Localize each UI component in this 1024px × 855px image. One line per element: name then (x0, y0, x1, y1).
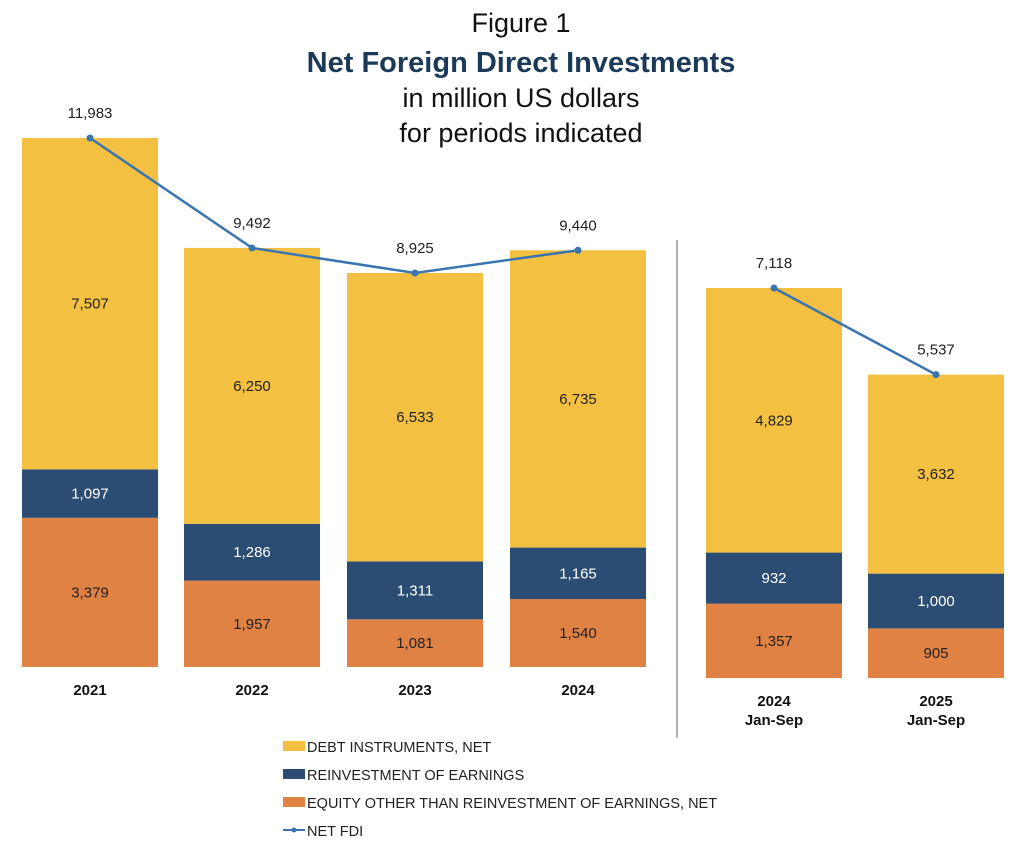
segment-label: 1,000 (917, 593, 955, 610)
bar-segment (868, 573, 1004, 629)
net-fdi-point (574, 246, 582, 254)
net-fdi-label: 11,983 (68, 105, 113, 122)
bar-segment (184, 523, 320, 581)
chart-subtitle: Net Foreign Direct Investments (307, 47, 736, 79)
bar-segment (868, 374, 1004, 574)
net-fdi-label: 8,925 (396, 240, 434, 257)
category-label: 2025 (919, 693, 952, 710)
legend-swatch (283, 797, 305, 807)
net-fdi-point (86, 134, 94, 142)
category-label: 2024 (757, 693, 791, 710)
net-fdi-label: 9,492 (233, 215, 271, 232)
net-fdi-line (773, 286, 937, 376)
legend-label: DEBT INSTRUMENTS, NET (307, 740, 491, 756)
legend-label: REINVESTMENT OF EARNINGS (307, 768, 524, 784)
legend-label: NET FDI (307, 824, 363, 840)
bar-segment (510, 250, 646, 548)
bar-segment (22, 138, 158, 470)
segment-label: 1,165 (559, 565, 597, 582)
bar-segment (510, 599, 646, 667)
bar-segment (347, 272, 483, 562)
bar-segment (347, 561, 483, 620)
category-label: 2024 (561, 682, 595, 699)
net-fdi-label: 9,440 (559, 217, 597, 234)
segment-label: 1,357 (755, 633, 793, 650)
bar-segment (184, 247, 320, 524)
net-fdi-line (89, 136, 579, 275)
bar-segment (706, 603, 842, 678)
segment-label: 1,957 (233, 616, 271, 633)
net-fdi-point (248, 244, 256, 252)
bar-segment (22, 469, 158, 518)
category-label: 2023 (398, 682, 431, 699)
segment-label: 905 (923, 645, 948, 662)
segment-label: 6,735 (559, 391, 597, 408)
bar-segment (868, 628, 1004, 678)
bar-segment (22, 517, 158, 667)
segment-label: 1,540 (559, 625, 597, 642)
segment-label: 4,829 (755, 412, 793, 429)
segment-label: 3,379 (71, 584, 109, 601)
segment-label: 6,533 (396, 409, 434, 426)
segment-label: 1,311 (397, 582, 433, 599)
bar-segment (184, 580, 320, 667)
net-fdi-point (411, 269, 419, 277)
legend-label: EQUITY OTHER THAN REINVESTMENT OF EARNIN… (307, 796, 717, 812)
net-fdi-label: 5,537 (917, 342, 955, 359)
legend-swatch (283, 769, 305, 779)
legend-swatch (283, 741, 305, 751)
segment-label: 1,081 (396, 635, 434, 652)
bar-segment (706, 288, 842, 553)
bar-segment (347, 619, 483, 667)
segment-label: 1,097 (71, 486, 109, 503)
chart-title: Figure 1 (471, 8, 570, 38)
segment-label: 1,286 (233, 544, 271, 561)
chart-subtitle-periods: for periods indicated (399, 118, 642, 148)
category-label: 2022 (235, 682, 268, 699)
legend-marker (291, 827, 297, 833)
net-fdi-label: 7,118 (756, 255, 792, 272)
category-label: 2021 (73, 682, 106, 699)
net-fdi-point (770, 284, 778, 292)
bar-segment (706, 552, 842, 604)
segment-label: 7,507 (71, 296, 109, 313)
segment-label: 3,632 (917, 466, 955, 483)
segment-label: 6,250 (233, 378, 271, 395)
bar-segment (510, 547, 646, 600)
segment-label: 932 (761, 570, 786, 587)
category-label: Jan-Sep (745, 712, 803, 729)
net-fdi-point (932, 371, 940, 379)
category-label: Jan-Sep (907, 712, 965, 729)
chart-subtitle-units: in million US dollars (402, 83, 639, 113)
